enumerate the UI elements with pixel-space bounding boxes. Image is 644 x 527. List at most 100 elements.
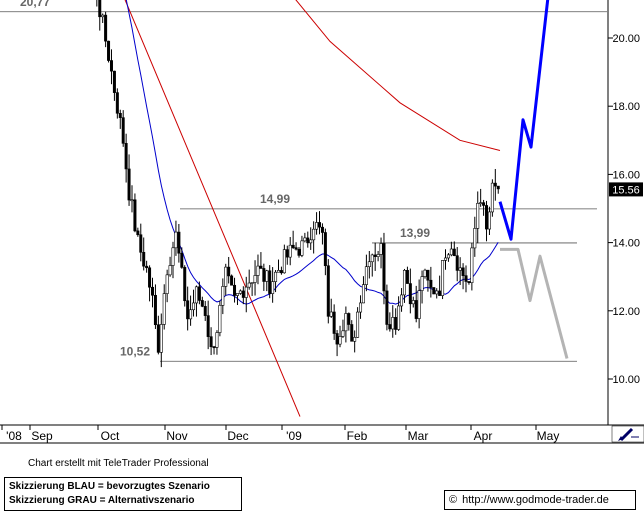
x-tick-label: Oct: [101, 429, 120, 443]
x-axis-ticks: '08 Sep Oct Nov Dec '09 Feb Mar Apr May: [1, 425, 560, 443]
y-tick-label: 18.00: [612, 101, 640, 113]
candle-body: [206, 315, 210, 337]
chart-credit: Chart erstellt mit TeleTrader Profession…: [28, 458, 209, 469]
candle-body: [294, 247, 298, 250]
candle-body: [285, 249, 289, 258]
candle-body: [341, 330, 345, 337]
last-price-label: 15.56: [612, 184, 640, 196]
candle-body: [400, 294, 404, 307]
candle-body: [271, 281, 275, 294]
candle-body: [153, 294, 157, 326]
candle-body: [291, 244, 295, 248]
candle-body: [338, 336, 342, 345]
candle-body: [382, 243, 386, 292]
candle-body: [197, 286, 201, 301]
candle-body: [391, 317, 395, 330]
candle-body: [145, 265, 149, 269]
candle-body: [315, 222, 319, 230]
candle-body: [250, 282, 254, 284]
candle-body: [148, 267, 152, 288]
candle-body: [215, 332, 219, 348]
candle-body: [165, 274, 169, 294]
candle-body: [130, 199, 134, 202]
candle-body: [473, 228, 477, 249]
candle-body: [370, 254, 374, 263]
candle-body: [136, 230, 140, 236]
level-label: 20,77: [20, 0, 50, 9]
candle-body: [224, 266, 228, 287]
candle-body: [490, 182, 494, 213]
candle-body: [303, 237, 307, 242]
candle-body: [320, 226, 324, 233]
candle-body: [496, 185, 500, 190]
last-price-tag: 15.56: [609, 182, 643, 197]
candle-body: [335, 333, 339, 345]
candle-body: [361, 284, 365, 304]
x-tick-label: May: [537, 429, 560, 443]
candle-body: [405, 270, 409, 284]
level-label: 13,99: [400, 226, 430, 240]
candle-body: [300, 240, 304, 256]
candle-body: [482, 202, 486, 206]
candle-body: [312, 228, 316, 241]
candle-body: [408, 283, 412, 305]
candle-body: [230, 275, 234, 286]
candle-body: [446, 254, 450, 259]
candle-body: [429, 279, 433, 288]
candle-body: [470, 247, 474, 284]
candle-body: [379, 243, 383, 255]
candle-body: [461, 267, 465, 276]
scenario-blue-path: [498, 0, 550, 241]
candle-body: [235, 293, 239, 296]
candle-body: [432, 287, 436, 295]
scenario-gray-path: [500, 247, 569, 359]
candle-body: [344, 313, 348, 332]
candle-body: [256, 265, 260, 276]
candle-body: [276, 270, 280, 273]
candle-body: [385, 290, 389, 325]
candle-body: [253, 275, 257, 283]
candle-body: [467, 281, 471, 284]
candle-body: [388, 324, 392, 330]
candle-body: [127, 168, 131, 201]
candle-body: [262, 268, 266, 282]
candle-body: [464, 275, 468, 282]
x-tick-label: Apr: [474, 429, 493, 443]
candle-body: [121, 117, 125, 144]
candle-body: [373, 254, 377, 257]
candle-body: [493, 182, 497, 187]
level-label: 14,99: [260, 192, 290, 206]
y-tick-label: 10.00: [612, 374, 640, 386]
candle-body: [109, 60, 113, 72]
candle-body: [359, 302, 363, 313]
candle-body: [107, 40, 111, 61]
candle-body: [282, 249, 286, 274]
x-tick-label: '08: [6, 429, 22, 443]
candle-body: [350, 324, 354, 342]
candle-body: [112, 70, 116, 93]
candle-body: [192, 302, 196, 311]
candle-body: [265, 270, 269, 282]
candle-body: [376, 254, 380, 257]
candle-body: [118, 112, 122, 118]
copyright-icon: ©: [449, 494, 458, 506]
candle-body: [268, 270, 272, 294]
y-axis-ticks: 10.0012.0014.0016.0018.0020.0022.0024.00…: [608, 33, 640, 386]
candle-body: [353, 337, 357, 342]
pen-icon[interactable]: [611, 425, 644, 443]
candle-body: [485, 205, 489, 230]
x-tick-label: '09: [286, 429, 302, 443]
candle-body: [104, 14, 108, 42]
candle-body: [174, 231, 178, 249]
candle-body: [221, 286, 225, 306]
candle-body: [402, 270, 406, 296]
candle-body: [397, 305, 401, 330]
candle-body: [171, 247, 175, 266]
trendline-layer: [124, 0, 301, 417]
candle-body: [318, 222, 322, 228]
x-tick-label: Dec: [227, 429, 248, 443]
downtrend-line: [124, 0, 301, 417]
source-link[interactable]: © http://www.godmode-trader.de: [444, 490, 636, 510]
